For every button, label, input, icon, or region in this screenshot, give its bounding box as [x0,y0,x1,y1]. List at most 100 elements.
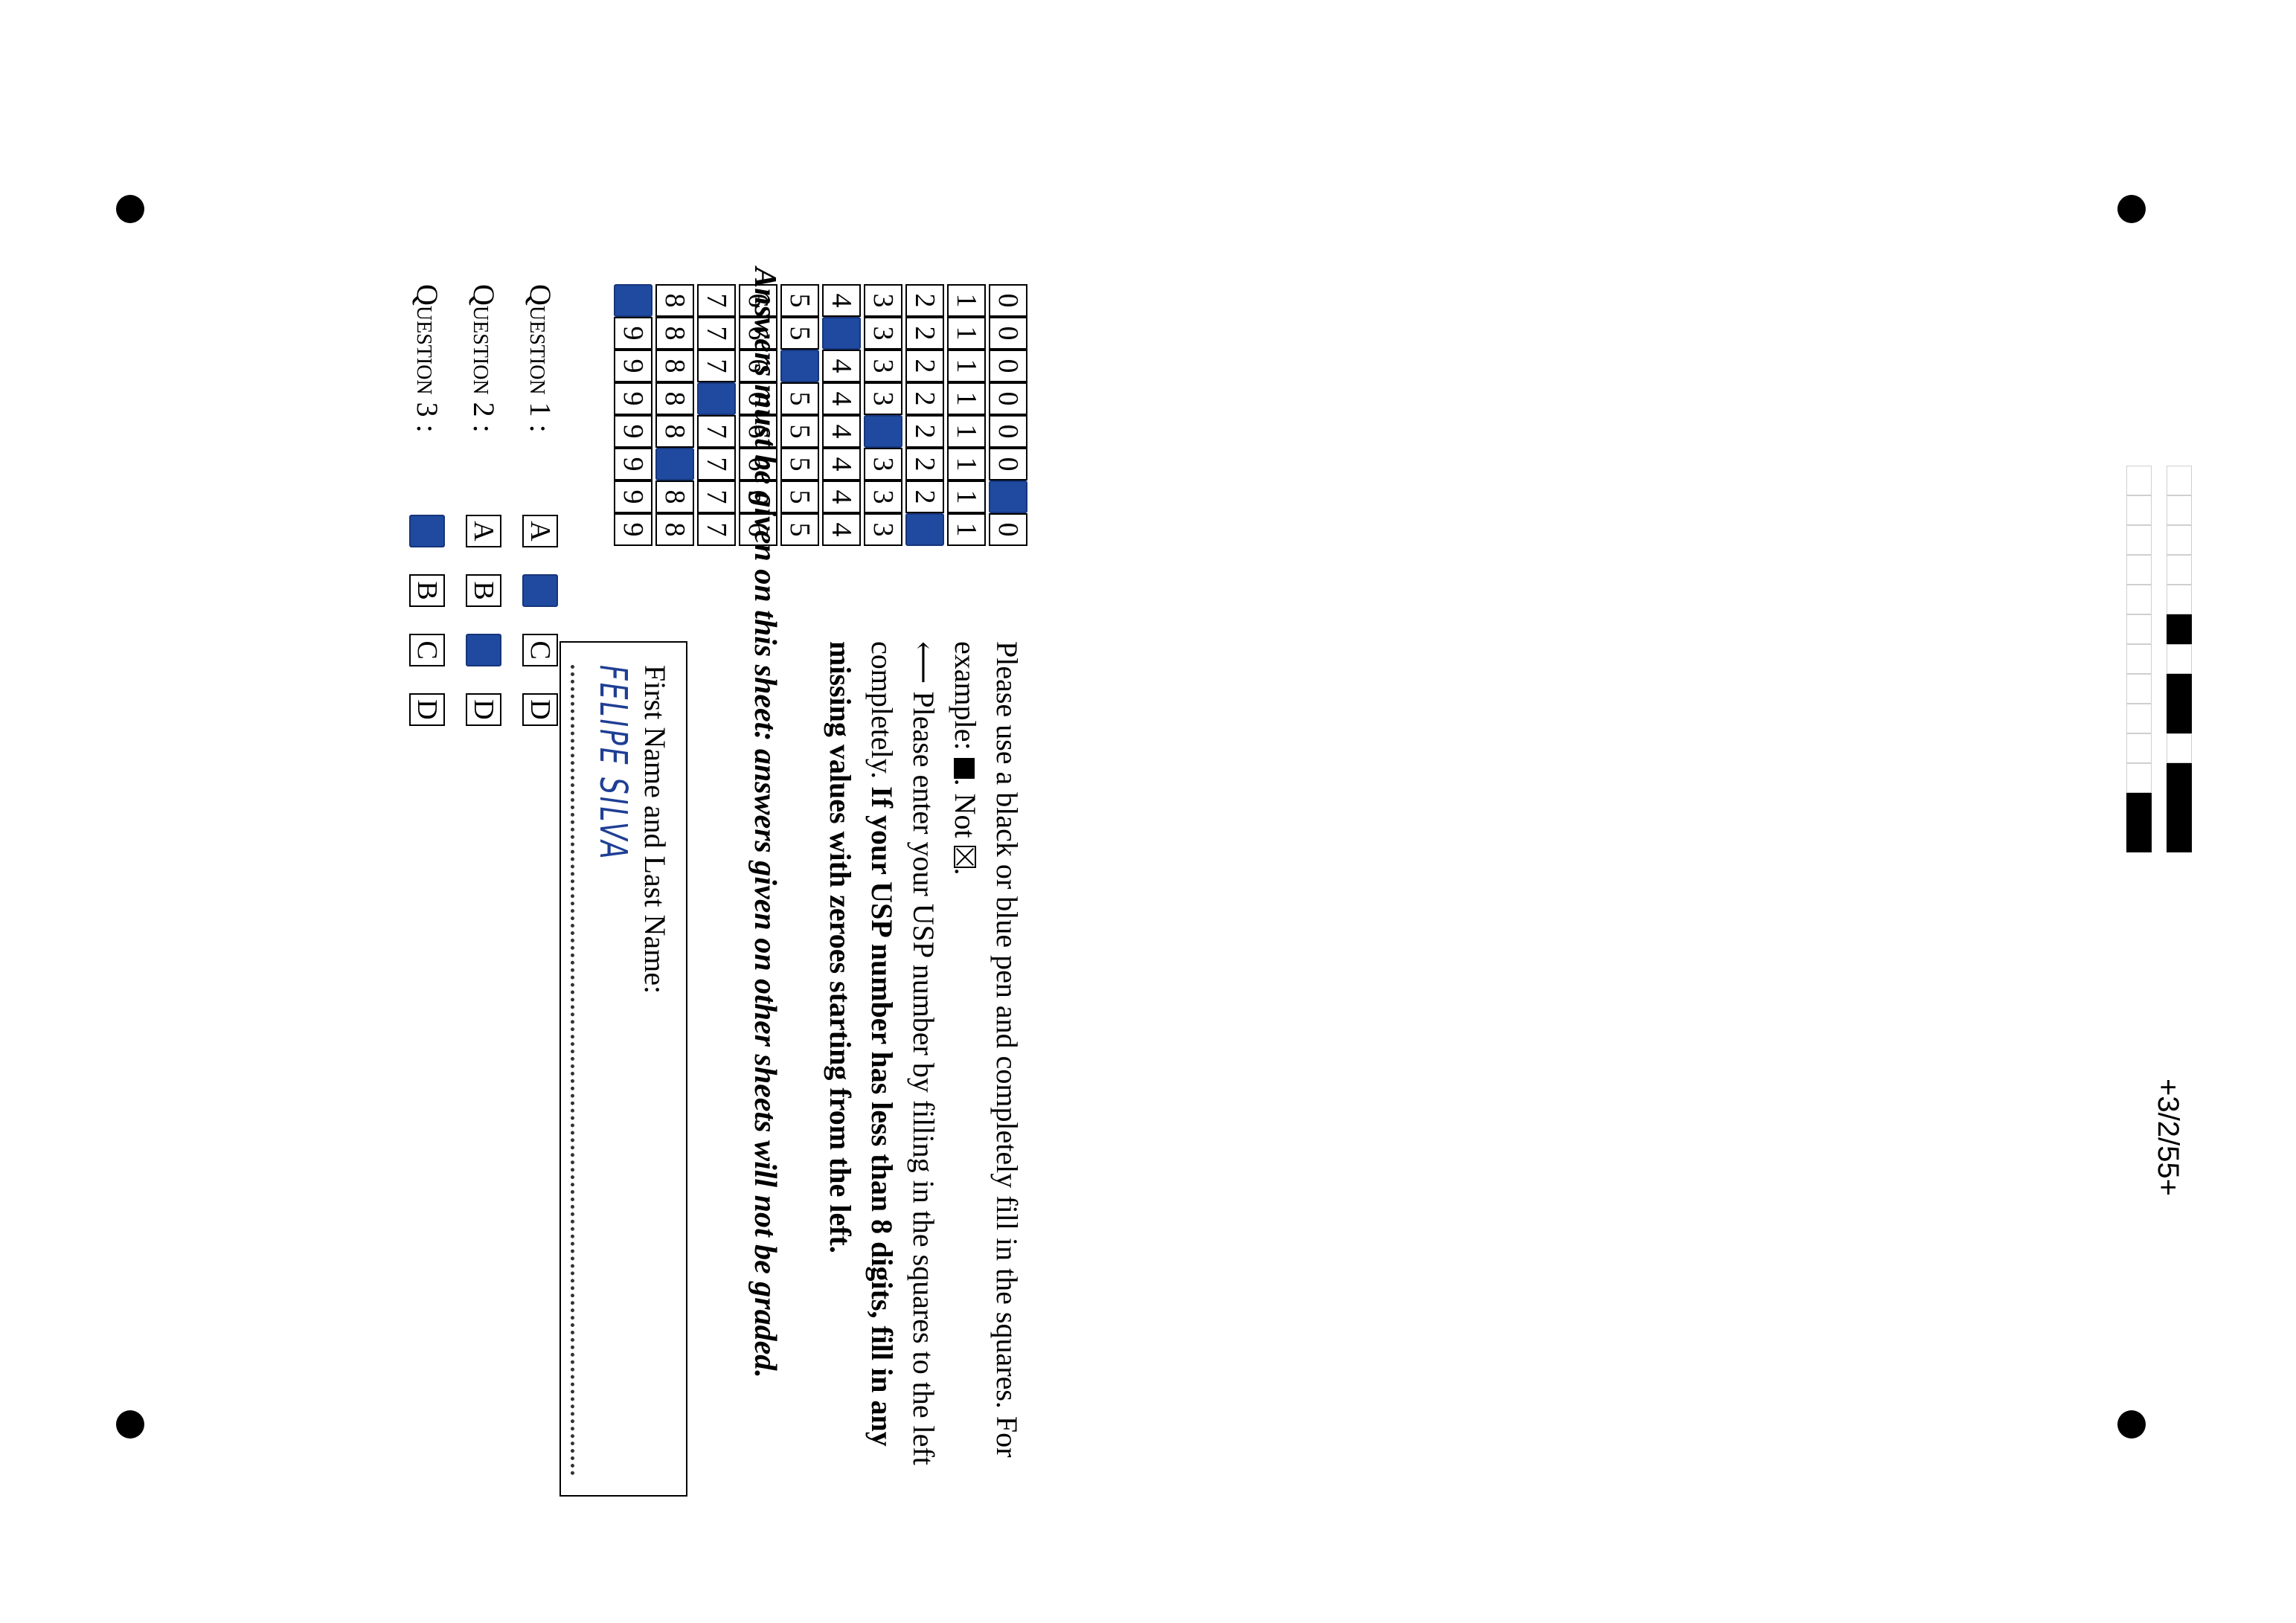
usp-digit-box[interactable]: 7 [697,317,736,350]
usp-digit-box[interactable]: 1 [947,448,986,481]
usp-digit-box[interactable]: 0 [989,513,1027,546]
crossed-square-example-icon [954,845,976,868]
answer-option-box[interactable]: B [409,574,445,607]
barcode-cell [2167,793,2192,823]
usp-digit-box[interactable]: 2 [905,513,944,546]
usp-digit-box[interactable]: 9 [614,513,652,546]
usp-digit-box[interactable]: 8 [655,382,694,415]
usp-digit-box[interactable]: 5 [780,382,819,415]
answer-option-box[interactable]: A [409,515,445,547]
usp-digit-box[interactable]: 7 [697,415,736,448]
barcode-cell [2167,466,2192,495]
usp-digit-box[interactable]: 2 [905,415,944,448]
usp-digit-box[interactable]: 0 [989,415,1027,448]
usp-digit-box[interactable]: 1 [947,317,986,350]
usp-digit-box[interactable]: 3 [864,415,902,448]
usp-digit-box[interactable]: 1 [947,350,986,382]
usp-digit-box[interactable]: 4 [822,448,861,481]
answer-option-box[interactable]: B [522,574,558,607]
usp-digit-box[interactable]: 3 [864,317,902,350]
question-label: Question 1 : [524,284,557,433]
usp-digit-box[interactable]: 9 [614,284,652,317]
usp-digit-box[interactable]: 7 [697,481,736,513]
barcode-cell [2167,495,2192,525]
usp-digit-box[interactable]: 4 [822,513,861,546]
name-field-box[interactable]: First Name and Last Name: FELIPE SILVA [559,641,687,1497]
usp-digit-box[interactable]: 9 [614,448,652,481]
usp-digit-box[interactable]: 8 [655,481,694,513]
usp-digit-box[interactable]: 2 [905,284,944,317]
answer-option-box[interactable]: D [466,693,501,726]
barcode-cell [2126,823,2152,852]
usp-digit-box[interactable]: 5 [780,415,819,448]
barcode-cell [2167,525,2192,555]
usp-digit-box[interactable]: 5 [780,481,819,513]
usp-digit-box[interactable]: 1 [947,284,986,317]
usp-digit-box[interactable]: 3 [864,513,902,546]
usp-digit-box[interactable]: 8 [655,513,694,546]
usp-digit-box[interactable]: 9 [614,317,652,350]
usp-digit-box[interactable]: 5 [780,513,819,546]
usp-digit-box[interactable]: 3 [864,481,902,513]
usp-digit-box[interactable]: 9 [614,382,652,415]
answer-option-box[interactable]: A [522,515,558,547]
usp-digit-box[interactable]: 5 [780,284,819,317]
usp-digit-box[interactable]: 4 [822,415,861,448]
usp-digit-box[interactable]: 3 [864,284,902,317]
filled-square-example-icon [954,757,975,779]
usp-digit-box[interactable]: 8 [655,350,694,382]
usp-digit-box[interactable]: 8 [655,415,694,448]
usp-digit-box[interactable]: 4 [822,382,861,415]
barcode-cell [2167,614,2192,644]
usp-digit-box[interactable]: 5 [780,448,819,481]
usp-digit-box[interactable]: 8 [655,317,694,350]
usp-digit-box[interactable]: 4 [822,317,861,350]
answer-option-box[interactable]: C [466,634,501,666]
usp-digit-box[interactable]: 1 [947,513,986,546]
usp-digit-box[interactable]: 9 [614,415,652,448]
usp-digit-box[interactable]: 2 [905,448,944,481]
usp-digit-box[interactable]: 0 [989,317,1027,350]
answer-option-box[interactable]: D [409,693,445,726]
usp-digit-box[interactable]: 3 [864,448,902,481]
usp-digit-box[interactable]: 5 [780,317,819,350]
usp-digit-box[interactable]: 0 [989,481,1027,513]
usp-digit-box[interactable]: 1 [947,415,986,448]
usp-digit-box[interactable]: 2 [905,350,944,382]
usp-digit-box[interactable]: 3 [864,350,902,382]
usp-digit-box[interactable]: 3 [864,382,902,415]
usp-digit-box[interactable]: 7 [697,284,736,317]
usp-digit-box[interactable]: 1 [947,382,986,415]
answer-option-box[interactable]: C [409,634,445,666]
usp-digit-box[interactable]: 4 [822,350,861,382]
usp-digit-box[interactable]: 7 [697,513,736,546]
usp-digit-box[interactable]: 4 [822,481,861,513]
usp-digit-box[interactable]: 8 [655,284,694,317]
usp-digit-box[interactable]: 0 [989,284,1027,317]
answer-option-box[interactable]: A [466,515,501,547]
usp-digit-box[interactable]: 2 [905,382,944,415]
barcode-cell [2167,674,2192,704]
barcode-cell [2126,585,2152,614]
usp-digit-box[interactable]: 2 [905,481,944,513]
barcode-cell [2126,763,2152,793]
usp-digit-box[interactable]: 7 [697,350,736,382]
usp-digit-box[interactable]: 0 [989,382,1027,415]
barcode-cell [2126,733,2152,763]
usp-digit-box[interactable]: 9 [614,481,652,513]
usp-digit-box[interactable]: 1 [947,481,986,513]
registration-mark-bottom-left [116,1410,144,1439]
usp-digit-box[interactable]: 2 [905,317,944,350]
usp-digit-box[interactable]: 8 [655,448,694,481]
usp-digit-box[interactable]: 4 [822,284,861,317]
usp-digit-box[interactable]: 5 [780,350,819,382]
answer-option-box[interactable]: D [522,693,558,726]
usp-digit-box[interactable]: 7 [697,448,736,481]
usp-digit-box[interactable]: 7 [697,382,736,415]
registration-mark-top-right [2117,195,2146,223]
usp-digit-box[interactable]: 0 [989,448,1027,481]
usp-digit-box[interactable]: 9 [614,350,652,382]
usp-digit-box[interactable]: 0 [989,350,1027,382]
answer-option-box[interactable]: B [466,574,501,607]
answer-option-box[interactable]: C [522,634,558,666]
